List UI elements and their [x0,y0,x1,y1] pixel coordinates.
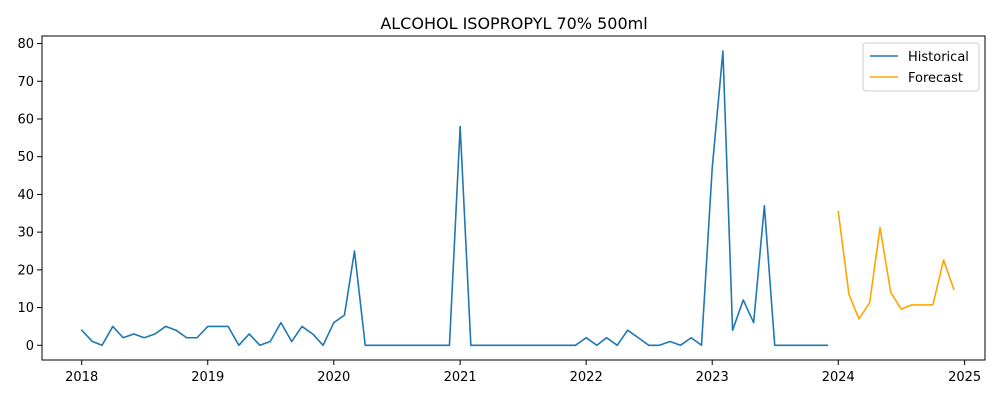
x-tick-label: 2024 [822,370,855,385]
x-tick-label: 2020 [317,370,350,385]
y-axis: 0 10 20 30 40 50 60 70 80 [17,37,42,354]
y-tick-label: 40 [17,188,34,203]
y-tick-label: 20 [17,263,34,278]
x-tick-label: 2023 [696,370,729,385]
y-tick-label: 0 [26,339,34,354]
series-layer [80,50,955,347]
y-tick-label: 30 [17,226,34,241]
legend-label-historical: Historical [908,50,969,65]
y-tick-label: 80 [17,37,34,52]
series-line-forecast [837,210,955,320]
plot-area [41,35,986,361]
series-line-historical [80,50,829,347]
x-tick-label: 2021 [444,370,477,385]
x-axis: 2018 2019 2020 2021 2022 2023 2024 2025 [65,360,981,385]
legend-label-forecast: Forecast [908,71,963,86]
x-tick-label: 2025 [948,370,981,385]
legend-box [862,42,980,92]
y-tick-label: 50 [17,150,34,165]
axes-frame [41,35,986,361]
x-tick-label: 2022 [570,370,603,385]
legend: Historical Forecast [862,42,980,92]
x-tick-label: 2018 [65,370,98,385]
y-tick-label: 10 [17,301,34,316]
x-tick-label: 2019 [191,370,224,385]
y-tick-label: 70 [17,75,34,90]
y-tick-label: 60 [17,112,34,127]
chart-title: ALCOHOL ISOPROPYL 70% 500ml [380,14,647,33]
